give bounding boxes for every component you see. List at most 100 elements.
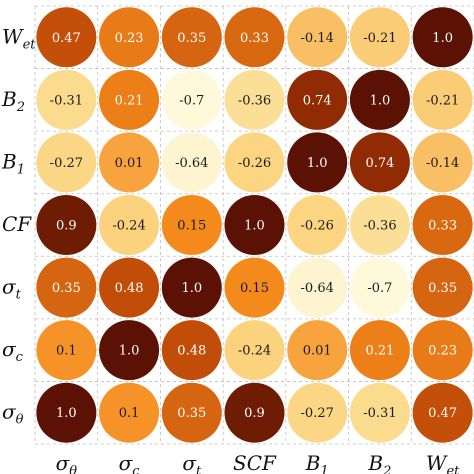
correlation-circle — [224, 7, 285, 68]
correlation-value: 0.15 — [177, 219, 206, 234]
correlation-circle — [224, 132, 285, 193]
correlation-value: -0.14 — [426, 156, 459, 171]
correlation-value: -0.64 — [301, 281, 334, 296]
correlation-value: 1.0 — [56, 406, 77, 421]
correlation-circle — [36, 320, 97, 381]
correlation-value: -0.26 — [301, 219, 334, 234]
correlation-value: 0.23 — [115, 31, 144, 46]
correlation-value: -0.36 — [238, 93, 271, 108]
correlation-value: -0.27 — [301, 406, 334, 421]
correlation-value: 0.9 — [244, 406, 265, 421]
circle-markers — [36, 7, 473, 443]
correlation-circle — [287, 382, 348, 443]
correlation-value: 0.48 — [115, 281, 144, 296]
correlation-value: 0.01 — [303, 344, 332, 359]
correlation-value: 0.47 — [428, 406, 457, 421]
correlation-value: -0.21 — [363, 31, 396, 46]
correlation-circle — [99, 7, 160, 68]
x-tick-label: σc — [119, 451, 141, 474]
correlation-circle — [161, 7, 222, 68]
correlation-value: 0.35 — [177, 406, 206, 421]
correlation-circle — [287, 195, 348, 255]
correlation-circle — [161, 195, 222, 255]
correlation-value: 0.9 — [56, 219, 77, 234]
y-tick-label: σc — [2, 337, 24, 365]
correlation-circle — [36, 257, 97, 318]
correlation-value: 0.1 — [119, 406, 140, 421]
correlation-circle — [36, 132, 97, 193]
correlation-value: 0.74 — [303, 93, 332, 108]
correlation-circle — [412, 69, 473, 130]
y-tick-label: B1 — [1, 149, 25, 177]
y-tick-label: B2 — [1, 87, 25, 115]
correlation-circle — [161, 257, 222, 318]
x-tick-label: B1 — [305, 451, 329, 474]
correlation-circle — [349, 257, 410, 318]
correlation-value: 0.35 — [428, 281, 457, 296]
correlation-circle — [349, 132, 410, 193]
grid-lines — [34, 5, 474, 445]
correlation-value: 1.0 — [370, 93, 391, 108]
correlation-circle — [287, 320, 348, 381]
y-tick-label: σt — [2, 275, 22, 303]
correlation-circle — [224, 320, 285, 381]
correlation-circle — [36, 69, 97, 130]
correlation-circle — [349, 195, 410, 255]
correlation-circle — [349, 320, 410, 381]
correlation-circle — [412, 257, 473, 318]
correlation-value: 1.0 — [307, 156, 328, 171]
correlation-circle — [161, 69, 222, 130]
correlation-circle — [287, 69, 348, 130]
correlation-value: 0.35 — [52, 281, 81, 296]
correlation-value: 0.33 — [428, 219, 457, 234]
correlation-value: -0.26 — [238, 156, 271, 171]
correlation-value: -0.27 — [50, 156, 83, 171]
correlation-value: 0.21 — [115, 93, 144, 108]
correlation-value: 0.23 — [428, 344, 457, 359]
correlation-circle — [161, 320, 222, 381]
correlation-circle — [99, 132, 160, 193]
correlation-value: 1.0 — [119, 344, 140, 359]
correlation-value: 0.74 — [365, 156, 394, 171]
x-tick-label: σθ — [56, 451, 78, 474]
correlation-value: 1.0 — [432, 31, 453, 46]
x-tick-label: σt — [182, 451, 202, 474]
correlation-circle — [99, 382, 160, 443]
x-tick-label: SCF — [233, 451, 277, 474]
correlation-circle — [99, 320, 160, 381]
correlation-value: -0.7 — [367, 281, 392, 296]
correlation-value: 0.33 — [240, 31, 269, 46]
correlation-value: 0.35 — [177, 31, 206, 46]
correlation-circle — [412, 320, 473, 381]
correlation-value: -0.24 — [112, 219, 145, 234]
correlation-value: 0.21 — [365, 344, 394, 359]
correlation-circle — [224, 195, 285, 255]
correlation-circle — [224, 69, 285, 130]
correlation-value: 0.15 — [240, 281, 269, 296]
correlation-circle — [287, 257, 348, 318]
x-tick-label: B2 — [367, 451, 391, 474]
correlation-circle — [224, 257, 285, 318]
correlation-circle — [412, 7, 473, 68]
correlation-circle — [36, 7, 97, 68]
correlation-circle — [99, 195, 160, 255]
y-tick-label: Wet — [2, 24, 36, 52]
correlation-value: 0.01 — [115, 156, 144, 171]
correlation-circle — [224, 382, 285, 443]
y-tick-label: σθ — [2, 400, 24, 428]
correlation-circle — [161, 382, 222, 443]
correlation-value: 0.48 — [177, 344, 206, 359]
correlation-value: -0.31 — [363, 406, 396, 421]
correlation-value: -0.64 — [175, 156, 208, 171]
correlation-value: -0.21 — [426, 93, 459, 108]
correlation-circle — [287, 7, 348, 68]
correlation-circle — [349, 382, 410, 443]
correlation-value: -0.36 — [363, 219, 396, 234]
correlation-circle — [349, 7, 410, 68]
correlation-circle — [161, 132, 222, 193]
correlation-value: 0.1 — [56, 344, 77, 359]
correlation-value: -0.24 — [238, 344, 271, 359]
correlation-circle — [349, 69, 410, 130]
correlation-circle — [287, 132, 348, 193]
